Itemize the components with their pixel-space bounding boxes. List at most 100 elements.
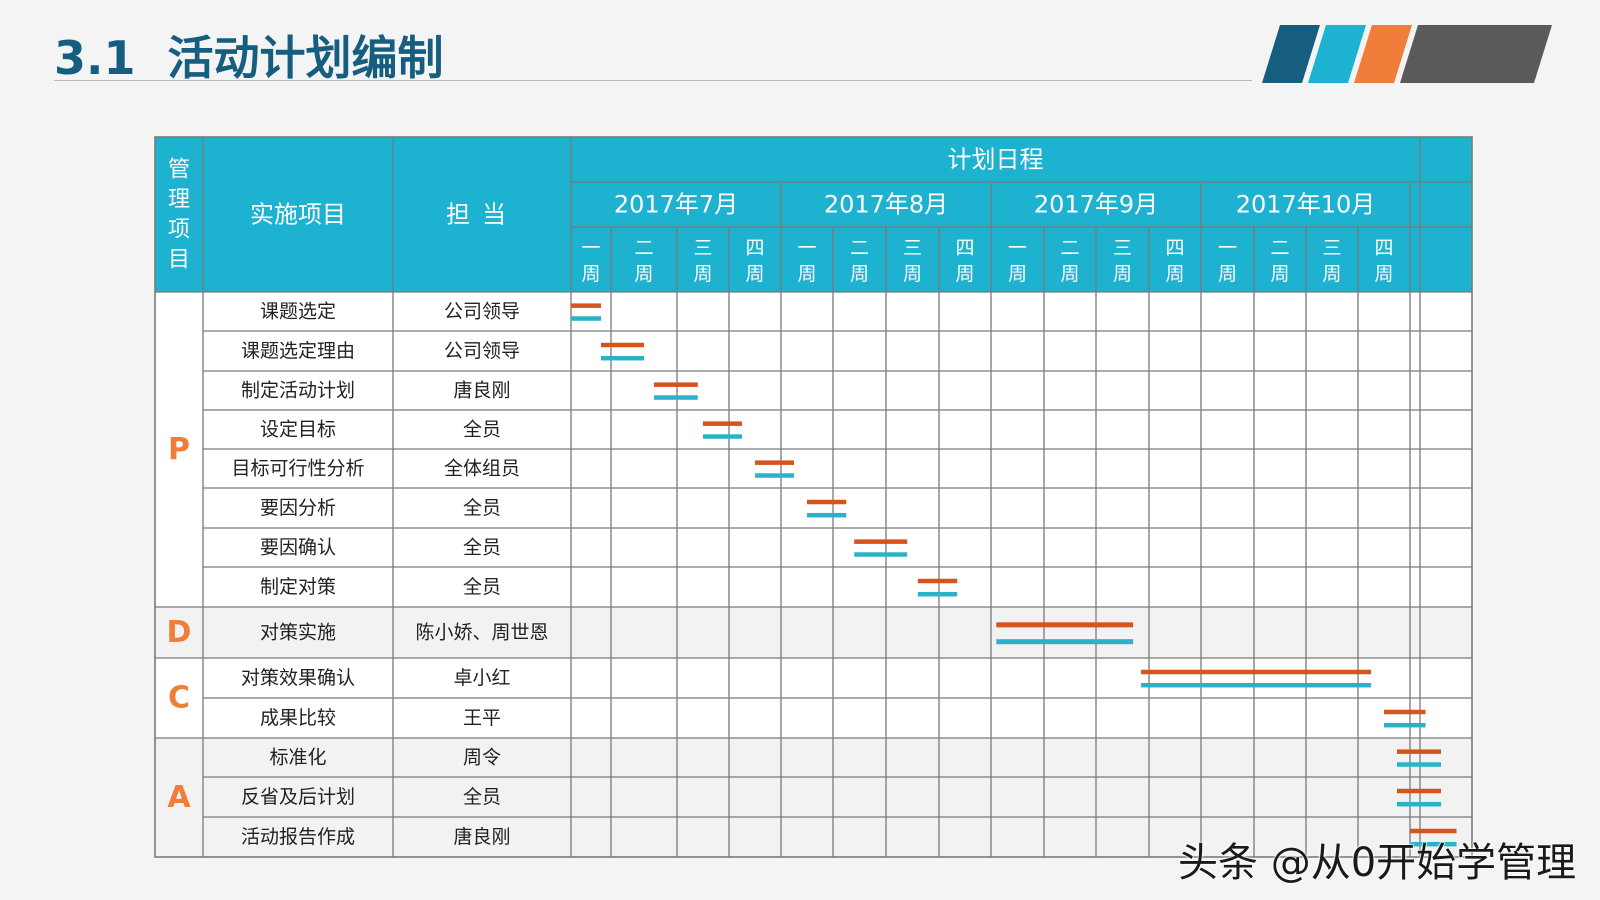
- gantt-bar-actual: [917, 591, 958, 597]
- gantt-bar-actual: [653, 395, 698, 400]
- task-item: 设定目标: [260, 419, 336, 441]
- phase-letter: C: [168, 681, 190, 716]
- gantt-bar-actual: [755, 473, 794, 478]
- task-item: 活动报告作成: [241, 826, 355, 848]
- task-owner: 公司领导: [444, 340, 520, 362]
- header-phase-char: 目: [168, 248, 190, 273]
- header-week-unit: 周: [1165, 263, 1184, 285]
- header-week-unit: 周: [1218, 263, 1237, 285]
- gantt-bar-actual: [854, 552, 908, 557]
- task-owner: 卓小红: [453, 667, 510, 689]
- task-item: 成果比较: [260, 707, 336, 729]
- task-owner: 全员: [463, 419, 501, 441]
- header-week-unit: 周: [955, 263, 974, 285]
- task-item: 反省及后计划: [241, 786, 355, 808]
- stripe-3: [1354, 25, 1412, 83]
- gantt-bar-actual: [1141, 682, 1371, 688]
- gantt-bar-actual: [1384, 722, 1426, 728]
- gantt-bar-plan: [996, 622, 1134, 628]
- header-phase-char: 项: [168, 218, 190, 243]
- task-owner: 全员: [463, 537, 501, 559]
- header-week-unit: 周: [1060, 263, 1079, 285]
- header-week-unit: 周: [1374, 263, 1393, 285]
- header-week-num: 四: [1165, 237, 1184, 259]
- task-item: 课题选定: [260, 301, 336, 323]
- header-phase-char: 管: [168, 158, 190, 183]
- header-week-unit: 周: [1113, 263, 1132, 285]
- phase-shading: [155, 607, 1472, 658]
- gantt-bar-plan: [807, 499, 847, 505]
- watermark: 头条 @从0开始学管理: [1177, 840, 1577, 887]
- header-month: 2017年8月: [824, 191, 948, 219]
- header-week-unit: 周: [745, 263, 764, 285]
- task-owner: 唐良刚: [453, 826, 510, 848]
- header-week-num: 二: [634, 237, 653, 259]
- task-owner: 全体组员: [444, 458, 520, 480]
- gantt-bar-plan: [917, 578, 958, 584]
- task-item: 要因确认: [260, 537, 336, 559]
- gantt-bar-plan: [1397, 749, 1441, 754]
- task-owner: 全员: [463, 497, 501, 519]
- gantt-bar-actual: [1410, 841, 1457, 847]
- gantt-bar-plan: [1397, 788, 1441, 794]
- header-week-unit: 周: [1008, 263, 1027, 285]
- header-week-unit: 周: [903, 263, 922, 285]
- title-underline: [54, 80, 1252, 81]
- task-item: 标准化: [269, 747, 326, 769]
- phase-shading: [155, 738, 1472, 857]
- header-week-unit: 周: [797, 263, 816, 285]
- gantt-bar-actual: [1397, 801, 1441, 807]
- header-week-num: 二: [1270, 237, 1289, 259]
- header-week-num: 四: [745, 237, 764, 259]
- header-week-num: 三: [693, 237, 712, 259]
- header-week-num: 三: [1113, 237, 1132, 259]
- title-text: 活动计划编制: [167, 31, 444, 85]
- task-owner: 唐良刚: [453, 380, 510, 402]
- table-border: [154, 136, 1473, 858]
- gantt-bar-plan: [571, 303, 601, 308]
- header-week-unit: 周: [634, 263, 653, 285]
- gantt-bar-actual: [807, 512, 847, 518]
- table-header-bg: [155, 137, 1472, 292]
- header-week-num: 四: [955, 237, 974, 259]
- task-item: 制定活动计划: [241, 380, 355, 402]
- header-week-unit: 周: [1270, 263, 1289, 285]
- header-week-num: 二: [850, 237, 869, 259]
- header-week-unit: 周: [1322, 263, 1341, 285]
- header-phase-char: 理: [168, 188, 190, 213]
- task-item: 对策效果确认: [241, 667, 355, 689]
- gantt-bar-plan: [653, 382, 698, 387]
- header-month: 2017年9月: [1034, 191, 1158, 219]
- task-item: 课题选定理由: [241, 340, 355, 362]
- decorative-stripes: [1262, 25, 1552, 83]
- gantt-bar-actual: [1397, 762, 1441, 767]
- phase-letter: D: [167, 615, 192, 650]
- gantt-bar-actual: [996, 639, 1134, 645]
- phase-letter: P: [168, 432, 190, 467]
- gantt-bar-actual: [703, 434, 742, 439]
- gantt-bar-plan: [1410, 828, 1457, 834]
- header-week-num: 三: [1322, 237, 1341, 259]
- gantt-bar-actual: [571, 316, 601, 321]
- task-item: 要因分析: [260, 497, 336, 519]
- task-owner: 全员: [463, 576, 501, 598]
- gantt-bar-plan: [755, 460, 794, 465]
- header-week-unit: 周: [693, 263, 712, 285]
- page-title: 3.1 活动计划编制: [54, 22, 444, 85]
- phase-letter: A: [167, 780, 191, 815]
- gantt-bar-plan: [1384, 709, 1426, 715]
- task-owner: 周令: [463, 747, 501, 769]
- header-week-num: 一: [797, 237, 816, 259]
- gantt-bar-plan: [601, 342, 644, 348]
- header-week-unit: 周: [850, 263, 869, 285]
- gantt-bar-plan: [703, 421, 742, 426]
- header-month: 2017年7月: [614, 191, 738, 219]
- header-item: 实施项目: [250, 201, 346, 229]
- header-schedule: 计划日程: [948, 146, 1044, 174]
- gantt-bar-actual: [601, 355, 644, 361]
- header-week-num: 一: [581, 237, 600, 259]
- header-week-num: 一: [1008, 237, 1027, 259]
- section-number: 3.1: [54, 31, 136, 85]
- task-owner: 全员: [463, 786, 501, 808]
